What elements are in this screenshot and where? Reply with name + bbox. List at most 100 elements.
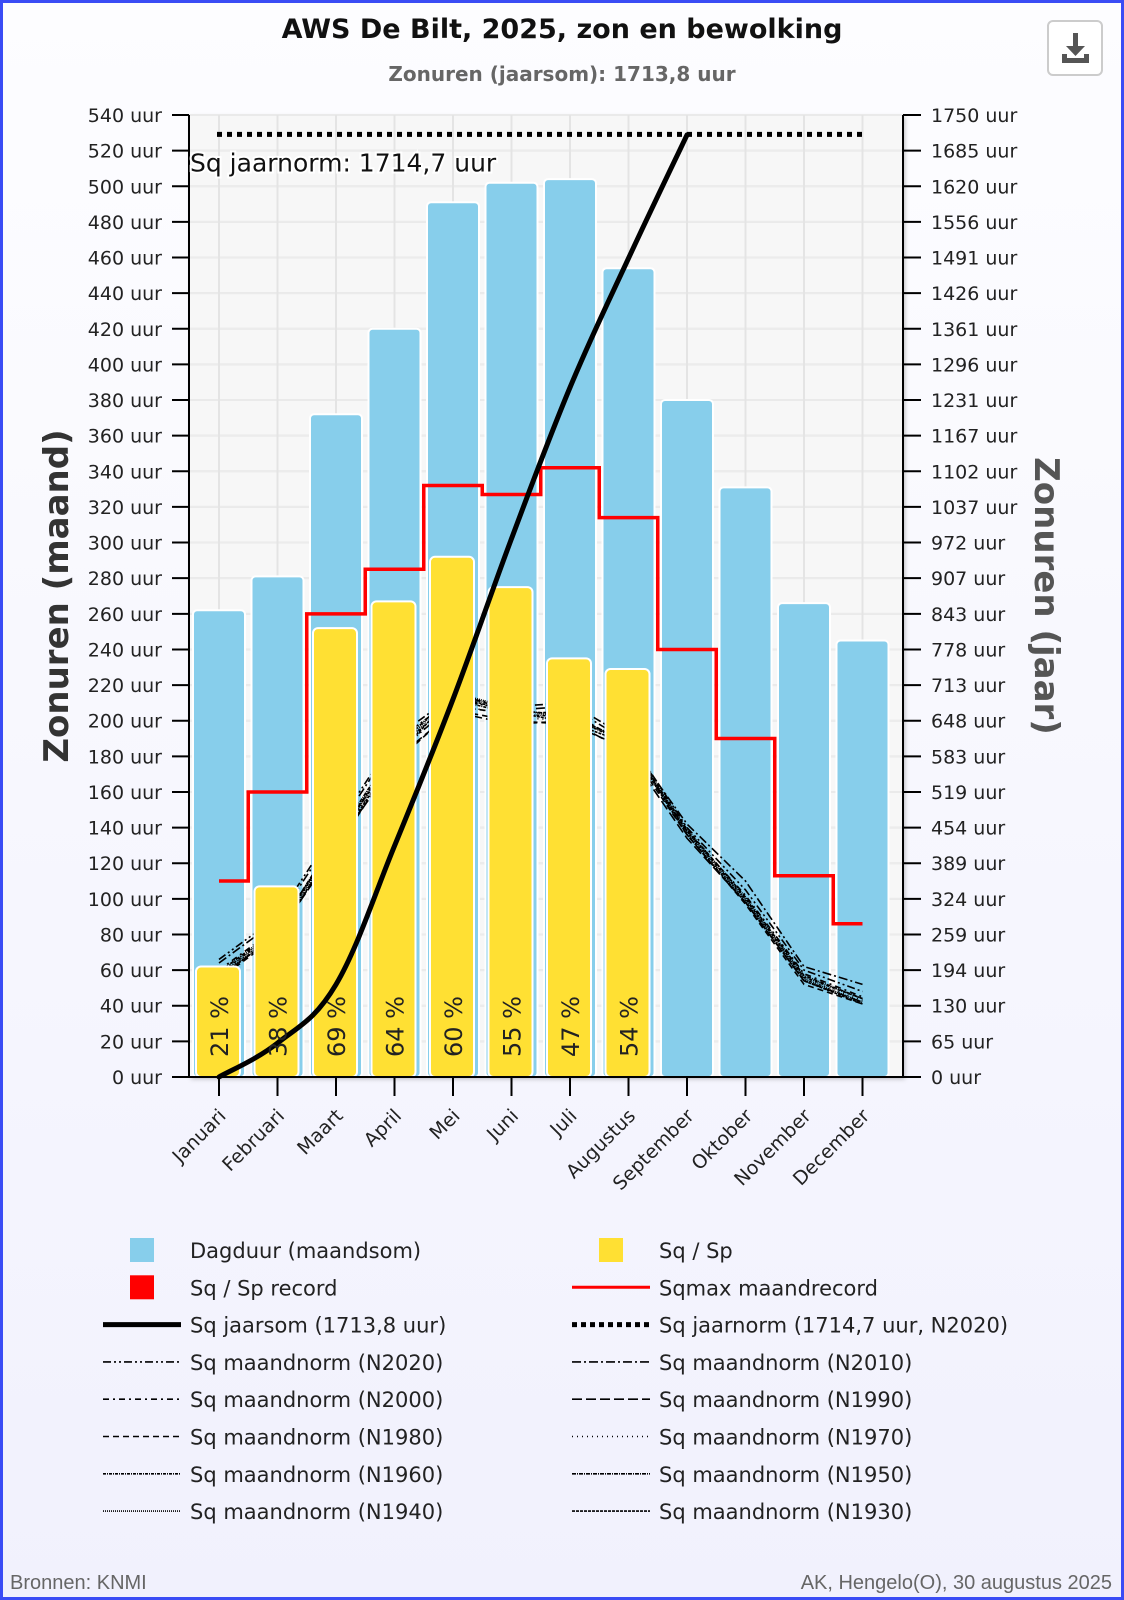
legend-item: Sq maandnorm (N1950) (572, 1463, 912, 1487)
x-tick-label: Maart (293, 1105, 347, 1159)
legend-item: Sq / Sp record (130, 1275, 338, 1300)
legend-item: Sq maandnorm (N1980) (103, 1426, 443, 1450)
legend-label: Sq maandnorm (N1950) (659, 1463, 912, 1487)
percent-label: 38 % (265, 996, 293, 1057)
percent-label: 69 % (323, 996, 351, 1057)
y-tick-label: 220 uur (88, 675, 162, 697)
legend-label: Sq maandnorm (N1990) (659, 1388, 912, 1412)
y-tick-label: 160 uur (88, 782, 162, 804)
y2-tick-label: 648 uur (931, 711, 1005, 733)
daylength-bar (835, 639, 890, 1078)
legend-label: Sq maandnorm (N1930) (659, 1500, 912, 1524)
legend-item: Sqmax maandrecord (572, 1276, 878, 1300)
legend-item: Sq maandnorm (N1970) (572, 1426, 912, 1450)
y-tick-label: 500 uur (88, 176, 162, 198)
y-tick-label: 180 uur (88, 746, 162, 768)
y-tick-label: 140 uur (88, 818, 162, 840)
legend-item: Sq maandnorm (N1940) (103, 1500, 443, 1524)
legend: Dagduur (maandsom) Sq / Sp Sq / Sp record S… (103, 1238, 1008, 1524)
y-tick-label: 300 uur (88, 533, 162, 555)
y2-tick-label: 843 uur (931, 604, 1005, 626)
y-tick-label: 540 uur (88, 105, 162, 127)
download-button[interactable] (1047, 20, 1103, 76)
daylength-bar (777, 602, 831, 1078)
y-tick-label: 240 uur (88, 639, 162, 661)
y-tick-label: 400 uur (88, 354, 162, 376)
legend-swatch (130, 1238, 154, 1262)
legend-item: Sq maandnorm (N1990) (572, 1388, 912, 1412)
legend-label: Sq maandnorm (N1940) (190, 1500, 443, 1524)
percent-label: 64 % (382, 996, 410, 1057)
y-tick-label: 260 uur (88, 604, 162, 626)
y2-tick-label: 324 uur (931, 889, 1005, 911)
y-tick-label: 320 uur (88, 497, 162, 519)
legend-label: Sq maandnorm (N2010) (659, 1351, 912, 1375)
y2-tick-label: 583 uur (931, 746, 1005, 768)
y-axis-title: Zonuren (maand) (37, 429, 77, 762)
download-icon (1062, 33, 1089, 63)
y2-tick-label: 1620 uur (931, 176, 1017, 198)
legend-label: Sq maandnorm (N1960) (190, 1463, 443, 1487)
legend-label: Sq jaarnorm (1714,7 uur, N2020) (659, 1314, 1008, 1338)
y2-tick-label: 907 uur (931, 568, 1005, 590)
legend-item: Dagduur (maandsom) (130, 1238, 421, 1263)
y2-tick-label: 1231 uur (931, 390, 1017, 412)
x-tick-label: April (360, 1105, 406, 1151)
y-tick-label: 80 uur (100, 924, 162, 946)
sunshine-bars (195, 555, 651, 1079)
legend-swatch (130, 1275, 154, 1300)
y-tick-label: 40 uur (100, 996, 162, 1018)
y-tick-label: 360 uur (88, 426, 162, 448)
daylength-bar (660, 399, 714, 1078)
legend-item: Sq maandnorm (N2010) (572, 1351, 912, 1375)
y2-tick-label: 713 uur (931, 675, 1005, 697)
y-tick-label: 20 uur (100, 1031, 162, 1053)
y-tick-label: 380 uur (88, 390, 162, 412)
percent-label: 47 % (557, 996, 585, 1057)
footer-source: Bronnen: KNMI (10, 1572, 147, 1594)
chart-subtitle: Zonuren (jaarsom): 1713,8 uur (388, 62, 736, 86)
y2-tick-label: 778 uur (931, 639, 1005, 661)
norm-line (218, 694, 863, 993)
chart-title: AWS De Bilt, 2025, zon en bewolking (281, 14, 843, 45)
y-tick-label: 60 uur (100, 960, 162, 982)
legend-label: Sq / Sp record (190, 1276, 338, 1300)
y2-tick-label: 65 uur (931, 1031, 993, 1053)
legend-item: Sq jaarsom (1713,8 uur) (103, 1314, 446, 1338)
y2-tick-label: 1296 uur (931, 354, 1017, 376)
y-tick-label: 480 uur (88, 212, 162, 234)
record-step-line (219, 465, 863, 926)
year-norm-annotation: Sq jaarnorm: 1714,7 uur (190, 148, 497, 177)
legend-label: Sq maandnorm (N2020) (190, 1351, 443, 1375)
y2-tick-label: 1037 uur (931, 497, 1017, 519)
y2-tick-label: 130 uur (931, 996, 1005, 1018)
legend-item: Sq jaarnorm (1714,7 uur, N2020) (572, 1314, 1008, 1338)
y-tick-label: 100 uur (88, 889, 162, 911)
percent-label: 55 % (499, 996, 527, 1057)
y2-tick-label: 1361 uur (931, 319, 1017, 341)
y2-tick-label: 194 uur (931, 960, 1005, 982)
percent-label: 21 % (206, 996, 234, 1057)
y-tick-label: 0 uur (112, 1067, 162, 1089)
y2-axis-title: Zonuren (jaar) (1026, 457, 1066, 735)
legend-swatch (599, 1238, 623, 1262)
legend-item: Sq maandnorm (N2020) (103, 1351, 443, 1375)
x-tick-label: Juni (482, 1105, 523, 1146)
legend-label: Sqmax maandrecord (659, 1276, 878, 1300)
y2-tick-label: 0 uur (931, 1067, 981, 1089)
legend-item: Sq / Sp (599, 1238, 733, 1263)
legend-label: Sq jaarsom (1713,8 uur) (190, 1314, 446, 1338)
percent-label: 60 % (440, 996, 468, 1057)
record-line (219, 465, 863, 926)
y2-tick-label: 1102 uur (931, 461, 1017, 483)
cumulative-sunshine-line (216, 132, 690, 1080)
y2-tick-label: 1426 uur (931, 283, 1017, 305)
legend-item: Sq maandnorm (N1930) (572, 1500, 912, 1524)
daylength-bar (718, 486, 773, 1078)
y-tick-label: 280 uur (88, 568, 162, 590)
y2-tick-label: 1750 uur (931, 105, 1017, 127)
y2-tick-label: 1491 uur (931, 248, 1017, 270)
percent-labels: 21 % 38 % 69 % 64 % 60 % 55 % 47 % 54 % (206, 996, 644, 1057)
y2-tick-label: 1556 uur (931, 212, 1017, 234)
